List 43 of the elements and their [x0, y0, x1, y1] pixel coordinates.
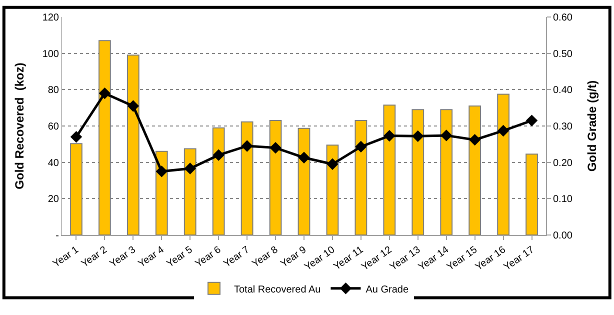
x-tick-label: Year 7: [222, 244, 252, 270]
x-tick-label: Year 3: [108, 244, 138, 270]
legend-label: Total Recovered Au: [234, 284, 321, 296]
point: [440, 130, 452, 142]
y-tick-label: 100: [42, 48, 60, 60]
point: [384, 130, 396, 142]
x-tick-label: Year 6: [193, 244, 224, 270]
legend-label: Au Grade: [366, 284, 409, 296]
y-tick-label: 120: [42, 12, 60, 24]
y-tick-label: 80: [48, 85, 60, 96]
point: [212, 149, 224, 161]
x-tick-label: Year 5: [165, 244, 196, 270]
y2-tick-label: 0.50: [553, 48, 573, 60]
point: [326, 158, 338, 170]
point: [241, 140, 253, 152]
y-tick-label: 40: [48, 158, 60, 169]
y2-tick-label: 0.10: [553, 194, 573, 206]
y2-tick-label: 0.40: [553, 85, 573, 96]
x-tick-label: Year 2: [80, 244, 110, 270]
x-tick-label: Year 4: [136, 244, 167, 270]
point: [497, 124, 510, 137]
point: [298, 152, 310, 164]
x-tick-label: Year 1: [51, 244, 82, 270]
point: [184, 162, 196, 174]
y2-tick-label: 0.60: [553, 12, 573, 24]
x-tick-label: Year 8: [250, 244, 280, 270]
point: [412, 130, 424, 142]
y2-tick-label: 0.30: [553, 122, 573, 132]
y-axis-title: Gold Recovered (koz): [12, 62, 27, 190]
point: [98, 87, 111, 100]
y-tick-label: -: [56, 230, 59, 242]
point: [70, 131, 82, 143]
y2-tick-label: 0.00: [553, 230, 573, 242]
y2-tick-label: 0.20: [553, 158, 573, 169]
y2-axis-title: Gold Grade (g/t): [584, 80, 599, 172]
y-tick-label: 20: [48, 194, 60, 206]
point: [526, 114, 538, 126]
point: [468, 134, 481, 146]
y-tick-label: 60: [48, 122, 60, 132]
point: [156, 166, 168, 178]
point: [127, 100, 140, 112]
point: [270, 142, 282, 154]
point: [355, 140, 367, 153]
